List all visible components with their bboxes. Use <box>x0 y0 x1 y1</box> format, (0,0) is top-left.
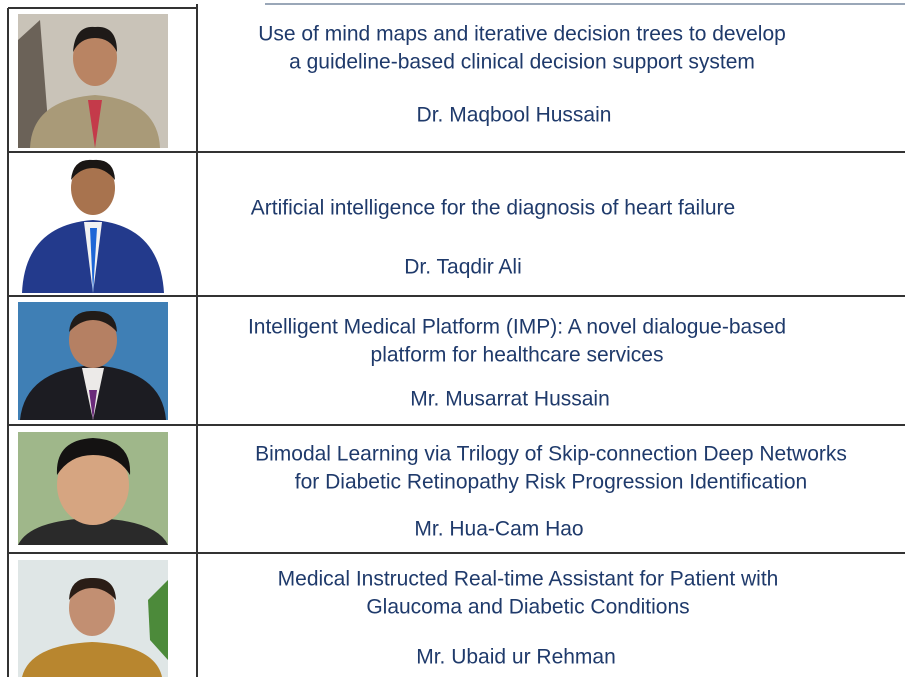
talk-title: Glaucoma and Diabetic Conditions <box>366 596 689 619</box>
talk-title: Intelligent Medical Platform (IMP): A no… <box>248 316 786 339</box>
photo <box>18 432 168 545</box>
photo <box>18 302 168 420</box>
talk-title: a guideline-based clinical decision supp… <box>289 51 755 74</box>
photo <box>18 14 168 148</box>
speaker-name: Mr. Musarrat Hussain <box>410 388 610 411</box>
speaker-name: Dr. Maqbool Hussain <box>417 104 612 127</box>
talk-title: for Diabetic Retinopathy Risk Progressio… <box>295 471 807 494</box>
talk-title: platform for healthcare services <box>371 344 664 367</box>
photo <box>18 560 168 677</box>
talk-title: Artificial intelligence for the diagnosi… <box>251 197 735 220</box>
talk-title: Bimodal Learning via Trilogy of Skip-con… <box>255 443 847 466</box>
speaker-name: Mr. Ubaid ur Rehman <box>416 646 616 669</box>
talk-title: Medical Instructed Real-time Assistant f… <box>278 568 779 591</box>
photo <box>20 159 166 293</box>
speaker-name: Dr. Taqdir Ali <box>404 256 522 279</box>
talk-title: Use of mind maps and iterative decision … <box>258 23 786 46</box>
speaker-name: Mr. Hua-Cam Hao <box>414 518 583 541</box>
